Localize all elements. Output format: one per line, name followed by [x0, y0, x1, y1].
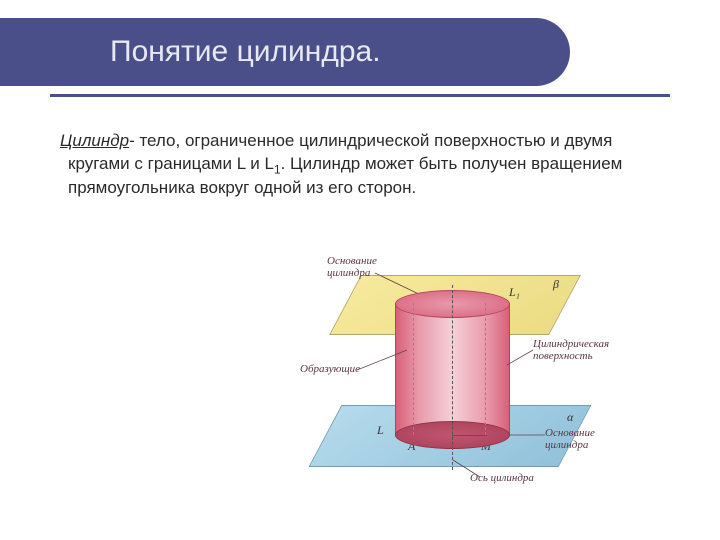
generator-line-1	[413, 303, 414, 435]
radius-line	[452, 435, 487, 436]
definition-paragraph: Цилиндр- тело, ограниченное цилиндрическ…	[60, 130, 660, 200]
cylinder-axis	[452, 285, 453, 470]
label-side-surface: Цилиндрическая поверхность	[533, 338, 628, 362]
generator-line-2	[485, 303, 486, 435]
slide-title: Понятие цилиндра.	[110, 35, 381, 69]
label-alpha: α	[567, 410, 573, 425]
label-bottom-base: Основание цилиндра	[545, 427, 615, 451]
definition-term: Цилиндр	[60, 131, 129, 150]
definition-sub: 1	[274, 162, 281, 176]
label-axis: Ось цилиндра	[470, 472, 534, 484]
title-bar: Понятие цилиндра.	[0, 18, 570, 86]
label-L1: L₁	[509, 285, 520, 300]
label-beta: β	[553, 277, 559, 292]
title-underline	[50, 94, 670, 97]
label-generators: Образующие	[300, 363, 360, 375]
cylinder-diagram: Основание цилиндра Цилиндрическая поверх…	[285, 255, 645, 490]
label-L: L	[377, 423, 384, 438]
label-top-base: Основание цилиндра	[327, 255, 397, 279]
